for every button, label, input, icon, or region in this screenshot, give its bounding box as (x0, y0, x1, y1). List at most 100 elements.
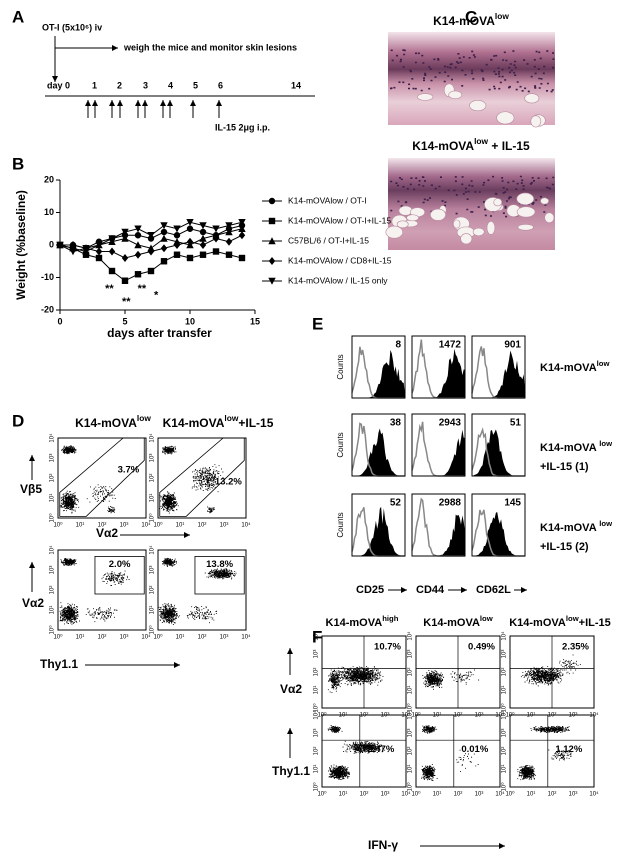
histogram-fill (352, 349, 405, 398)
label-part: K14-mOVA (326, 617, 383, 629)
log-tick-label: 10⁴ (141, 634, 151, 641)
label-part: low (599, 519, 612, 528)
log-tick-label: 10² (454, 713, 463, 719)
histogram-fill (412, 429, 465, 476)
log-tick-label: 10⁴ (313, 631, 320, 641)
log-tick-label: 10² (360, 713, 369, 719)
day-label: 14 (291, 80, 301, 90)
gate (94, 556, 145, 595)
y-tick-label: -10 (41, 272, 54, 282)
log-tick-label: 10² (198, 635, 207, 641)
histogram-fill (412, 348, 465, 398)
plot-frame (411, 335, 466, 399)
adipocyte (460, 233, 473, 245)
data-point (160, 244, 168, 253)
data-point (121, 228, 129, 236)
log-tick-label: 10² (198, 523, 207, 529)
log-tick-label: 10² (314, 747, 320, 756)
log-tick-label: 10⁰ (153, 522, 163, 529)
adipocyte (472, 227, 485, 237)
data-point (134, 241, 142, 249)
adipocyte (385, 225, 404, 239)
log-tick-label: 10¹ (76, 523, 85, 529)
flow-plot: 10⁰ 10⁰ 10¹ 10¹ 10² 10² 10³ 10³ 10⁴ 10⁴ 0.49% (407, 631, 505, 719)
mfi-value: 145 (504, 498, 521, 509)
rich-label: K14-mOVAlow+IL-15 (163, 413, 274, 430)
y-axis-title: Counts (336, 432, 345, 457)
adipocyte (453, 219, 461, 229)
log-tick-label: 10² (98, 523, 107, 529)
data-point (238, 231, 246, 240)
log-tick-label: 10¹ (527, 713, 536, 719)
log-tick-label: 10³ (50, 454, 56, 463)
rich-label: K14-mOVAlow (433, 11, 509, 28)
data-point (173, 232, 181, 239)
label-part: K14-mOVA (412, 139, 474, 153)
timeline (45, 36, 315, 97)
day-label: 5 (193, 80, 198, 90)
data-point (225, 228, 233, 236)
adipocyte (524, 93, 540, 104)
data-point (173, 241, 181, 249)
events (159, 445, 224, 514)
data-point (121, 234, 129, 242)
gate-percent: 2.0% (109, 559, 131, 570)
log-tick-label: 10⁴ (241, 634, 251, 641)
adipocyte (540, 197, 549, 205)
adipocyte (496, 111, 515, 125)
log-tick-label: 10² (502, 668, 508, 677)
plot-frame (351, 335, 406, 399)
marker-label: CD62L (476, 584, 511, 596)
log-tick-label: 10⁰ (411, 791, 421, 798)
label-part: +IL-15 (579, 617, 611, 629)
panel-label: A (12, 7, 24, 26)
panel-label: E (312, 314, 323, 333)
data-point (134, 250, 142, 259)
log-tick-label: 10² (98, 635, 107, 641)
log-tick-label: 10⁰ (407, 782, 414, 792)
label-part: high (382, 614, 399, 623)
label-part: low (480, 614, 493, 623)
data-point (238, 219, 246, 227)
label-part: + IL-15 (488, 139, 530, 153)
log-tick-label: 10⁴ (589, 791, 599, 798)
data-point (134, 225, 142, 233)
adipocyte (516, 192, 535, 206)
data-point (69, 248, 77, 256)
label-part: K14-mOVA (75, 416, 137, 430)
plot-frame (411, 413, 466, 477)
log-tick-label: 10³ (569, 792, 578, 798)
log-tick-label: 10³ (475, 713, 484, 719)
rich-label: K14-mOVAlow+IL-15 (509, 614, 611, 629)
data-point (121, 254, 129, 262)
log-tick-label: 10¹ (314, 686, 320, 695)
y-tick-label: 20 (44, 174, 54, 184)
legend-marker (268, 217, 276, 225)
day-label: 6 (218, 80, 223, 90)
mfi-value: 2988 (439, 498, 462, 509)
log-tick-label: 10⁰ (501, 782, 508, 792)
data-point (108, 247, 116, 256)
plot-frame (57, 437, 147, 519)
rich-label: K14-mOVA low +IL-15 (2) (540, 519, 612, 553)
adipocyte (493, 198, 503, 207)
log-tick-label: 10⁰ (153, 634, 163, 641)
events (59, 558, 130, 625)
mfi-value: 901 (504, 340, 521, 351)
y-axis-title: Thy1.1 (272, 764, 310, 778)
significance-mark: ** (138, 283, 147, 295)
monitor-text: weigh the mice and monitor skin lesions (123, 42, 297, 52)
data-point (95, 254, 103, 262)
log-tick-label: 10⁴ (241, 522, 251, 529)
data-point (199, 241, 207, 249)
histology-image (388, 32, 555, 125)
log-tick-label: 10¹ (176, 523, 185, 529)
log-tick-label: 10⁰ (501, 703, 508, 713)
legend-label: C57BL/6 / OT-I+IL-15 (288, 235, 369, 245)
data-point (225, 222, 233, 230)
adipocyte (516, 206, 536, 218)
